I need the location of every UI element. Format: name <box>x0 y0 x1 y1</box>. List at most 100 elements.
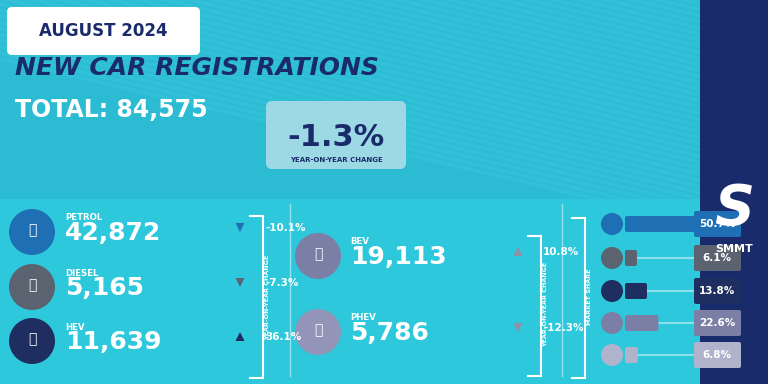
FancyBboxPatch shape <box>625 250 637 266</box>
Circle shape <box>295 233 341 279</box>
Text: 42,872: 42,872 <box>65 221 161 245</box>
Polygon shape <box>754 0 768 199</box>
Text: 10.8%: 10.8% <box>543 247 579 257</box>
Polygon shape <box>0 0 768 199</box>
Polygon shape <box>0 0 768 199</box>
Text: 5,165: 5,165 <box>65 276 144 300</box>
Text: -7.3%: -7.3% <box>265 278 299 288</box>
FancyBboxPatch shape <box>694 310 741 336</box>
Circle shape <box>601 312 623 334</box>
FancyBboxPatch shape <box>694 278 741 304</box>
FancyBboxPatch shape <box>694 211 741 237</box>
Polygon shape <box>0 0 684 199</box>
Polygon shape <box>0 0 606 199</box>
Polygon shape <box>572 0 768 199</box>
Text: HEV: HEV <box>65 323 84 331</box>
Text: DIESEL: DIESEL <box>65 268 98 278</box>
Text: 6.8%: 6.8% <box>703 350 731 360</box>
FancyBboxPatch shape <box>625 216 695 232</box>
Polygon shape <box>624 0 768 199</box>
FancyBboxPatch shape <box>694 245 741 271</box>
Text: PHEV: PHEV <box>350 313 376 323</box>
FancyBboxPatch shape <box>7 7 200 55</box>
Polygon shape <box>514 247 522 256</box>
Text: ⛽: ⛽ <box>28 332 36 346</box>
Text: 50.7%: 50.7% <box>699 219 735 229</box>
Text: YEAR-ON-YEAR CHANGE: YEAR-ON-YEAR CHANGE <box>543 262 548 347</box>
Text: 36.1%: 36.1% <box>265 332 301 342</box>
Polygon shape <box>520 0 768 199</box>
Polygon shape <box>208 0 768 199</box>
Text: YEAR-ON-YEAR CHANGE: YEAR-ON-YEAR CHANGE <box>265 254 270 339</box>
Polygon shape <box>104 0 768 199</box>
Text: NEW CAR REGISTRATIONS: NEW CAR REGISTRATIONS <box>15 56 379 80</box>
Polygon shape <box>702 0 768 199</box>
Polygon shape <box>676 0 768 199</box>
Polygon shape <box>442 0 768 199</box>
Polygon shape <box>0 0 768 199</box>
Text: 19,113: 19,113 <box>350 245 447 269</box>
Polygon shape <box>0 0 736 199</box>
Polygon shape <box>52 0 768 199</box>
Text: MARKET SHARE: MARKET SHARE <box>587 269 592 325</box>
Text: SMMT: SMMT <box>715 244 753 254</box>
Text: -10.1%: -10.1% <box>265 223 306 233</box>
Text: ⛽: ⛽ <box>28 278 36 292</box>
Text: ⛽: ⛽ <box>314 323 323 337</box>
Circle shape <box>601 247 623 269</box>
Text: BEV: BEV <box>350 237 369 247</box>
Polygon shape <box>364 0 768 199</box>
FancyBboxPatch shape <box>694 342 741 368</box>
FancyBboxPatch shape <box>0 199 768 384</box>
Text: 13.8%: 13.8% <box>699 286 735 296</box>
FancyBboxPatch shape <box>700 0 768 384</box>
Polygon shape <box>0 0 710 199</box>
Polygon shape <box>236 223 244 232</box>
Circle shape <box>601 213 623 235</box>
Polygon shape <box>236 332 244 341</box>
Polygon shape <box>78 0 768 199</box>
Polygon shape <box>546 0 768 199</box>
Text: ⛽: ⛽ <box>28 223 36 237</box>
Polygon shape <box>514 323 522 332</box>
Polygon shape <box>468 0 768 199</box>
Text: ⛽: ⛽ <box>314 247 323 261</box>
Polygon shape <box>494 0 768 199</box>
Polygon shape <box>130 0 768 199</box>
Polygon shape <box>0 0 658 199</box>
Polygon shape <box>338 0 768 199</box>
Circle shape <box>9 209 55 255</box>
Text: -1.3%: -1.3% <box>287 124 385 152</box>
FancyBboxPatch shape <box>625 283 647 299</box>
Polygon shape <box>234 0 768 199</box>
FancyBboxPatch shape <box>625 315 658 331</box>
Text: AUGUST 2024: AUGUST 2024 <box>39 22 168 40</box>
Polygon shape <box>312 0 768 199</box>
Polygon shape <box>286 0 768 199</box>
Polygon shape <box>416 0 768 199</box>
Circle shape <box>601 280 623 302</box>
Text: TOTAL: 84,575: TOTAL: 84,575 <box>15 98 207 122</box>
Polygon shape <box>0 0 768 199</box>
Polygon shape <box>598 0 768 199</box>
Polygon shape <box>0 0 632 199</box>
Text: -12.3%: -12.3% <box>543 323 584 333</box>
Text: PETROL: PETROL <box>65 214 102 222</box>
Polygon shape <box>260 0 768 199</box>
Polygon shape <box>728 0 768 199</box>
Circle shape <box>601 344 623 366</box>
Polygon shape <box>182 0 768 199</box>
Polygon shape <box>650 0 768 199</box>
Text: YEAR-ON-YEAR CHANGE: YEAR-ON-YEAR CHANGE <box>290 157 382 163</box>
Polygon shape <box>390 0 768 199</box>
Text: 22.6%: 22.6% <box>699 318 735 328</box>
FancyBboxPatch shape <box>266 101 406 169</box>
Text: 5,786: 5,786 <box>350 321 429 345</box>
FancyBboxPatch shape <box>625 347 638 363</box>
Circle shape <box>9 318 55 364</box>
Text: S: S <box>714 182 754 236</box>
Text: 11,639: 11,639 <box>65 330 161 354</box>
Polygon shape <box>0 0 762 199</box>
Polygon shape <box>236 278 244 287</box>
Circle shape <box>9 264 55 310</box>
